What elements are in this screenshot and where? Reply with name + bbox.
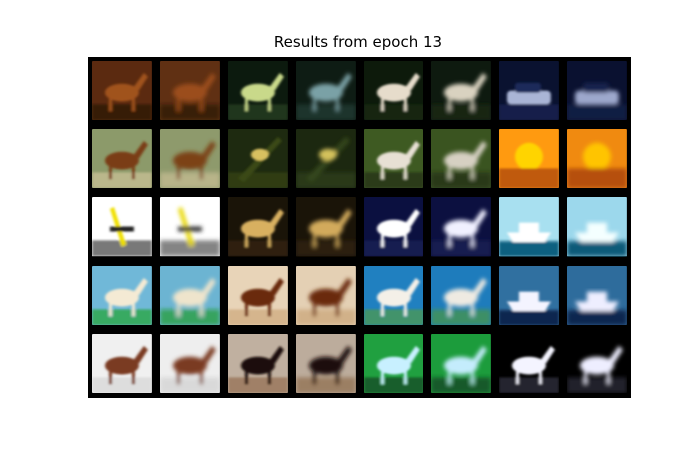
thumbnail-image — [159, 333, 220, 393]
thumbnail-image — [92, 197, 152, 257]
image-tile-r5-c6-reconstruction — [431, 333, 492, 393]
image-tile-r5-c1-original — [92, 333, 152, 393]
image-tile-r4-c3-original — [227, 265, 288, 325]
image-grid — [88, 57, 631, 398]
image-tile-r3-c6-reconstruction — [431, 197, 492, 257]
image-tile-r2-c2-reconstruction — [159, 129, 220, 189]
thumbnail-image — [159, 61, 220, 121]
image-tile-r4-c7-original — [499, 265, 560, 325]
thumbnail-image — [227, 333, 288, 393]
image-tile-r3-c2-reconstruction — [159, 197, 220, 257]
thumbnail-image — [567, 265, 627, 325]
image-tile-r2-c7-original — [499, 129, 560, 189]
thumbnail-image — [431, 333, 492, 393]
image-tile-r2-c6-reconstruction — [431, 129, 492, 189]
thumbnail-image — [363, 129, 424, 189]
image-tile-r4-c1-original — [92, 265, 152, 325]
thumbnail-image — [363, 265, 424, 325]
image-tile-r5-c7-original — [499, 333, 560, 393]
image-tile-r4-c2-reconstruction — [159, 265, 220, 325]
image-tile-r4-c4-reconstruction — [295, 265, 356, 325]
image-tile-r1-c8-reconstruction — [567, 61, 627, 121]
thumbnail-image — [499, 265, 560, 325]
thumbnail-image — [431, 129, 492, 189]
thumbnail-image — [295, 333, 356, 393]
thumbnail-image — [363, 61, 424, 121]
thumbnail-image — [295, 197, 356, 257]
thumbnail-image — [431, 197, 492, 257]
thumbnail-image — [499, 333, 560, 393]
thumbnail-image — [363, 197, 424, 257]
image-tile-r5-c3-original — [227, 333, 288, 393]
thumbnail-image — [567, 61, 627, 121]
thumbnail-image — [295, 129, 356, 189]
thumbnail-image — [567, 129, 627, 189]
thumbnail-image — [227, 197, 288, 257]
image-tile-r2-c1-original — [92, 129, 152, 189]
image-tile-r4-c5-original — [363, 265, 424, 325]
figure-title: Results from epoch 13 — [273, 33, 443, 51]
thumbnail-image — [499, 61, 560, 121]
thumbnail-image — [92, 61, 152, 121]
thumbnail-image — [499, 129, 560, 189]
image-tile-r1-c4-reconstruction — [295, 61, 356, 121]
thumbnail-image — [567, 197, 627, 257]
thumbnail-image — [92, 129, 152, 189]
thumbnail-image — [363, 333, 424, 393]
image-tile-r3-c4-reconstruction — [295, 197, 356, 257]
thumbnail-image — [92, 333, 152, 393]
image-tile-r5-c8-reconstruction — [567, 333, 627, 393]
thumbnail-image — [92, 265, 152, 325]
image-tile-r4-c8-reconstruction — [567, 265, 627, 325]
thumbnail-image — [499, 197, 560, 257]
thumbnail-image — [159, 197, 220, 257]
image-tile-r1-c3-original — [227, 61, 288, 121]
thumbnail-image — [227, 129, 288, 189]
image-tile-r2-c4-reconstruction — [295, 129, 356, 189]
image-tile-r5-c4-reconstruction — [295, 333, 356, 393]
image-tile-r3-c1-original — [92, 197, 152, 257]
thumbnail-image — [295, 265, 356, 325]
image-tile-r1-c1-original — [92, 61, 152, 121]
thumbnail-image — [567, 333, 627, 393]
image-tile-r3-c7-original — [499, 197, 560, 257]
thumbnail-image — [159, 129, 220, 189]
image-tile-r3-c5-original — [363, 197, 424, 257]
image-tile-r3-c8-reconstruction — [567, 197, 627, 257]
image-tile-r5-c5-original — [363, 333, 424, 393]
image-tile-r4-c6-reconstruction — [431, 265, 492, 325]
image-tile-r2-c8-reconstruction — [567, 129, 627, 189]
thumbnail-image — [295, 61, 356, 121]
image-tile-r1-c7-original — [499, 61, 560, 121]
image-tile-r1-c5-original — [363, 61, 424, 121]
thumbnail-image — [431, 265, 492, 325]
thumbnail-image — [227, 61, 288, 121]
image-tile-r3-c3-original — [227, 197, 288, 257]
thumbnail-image — [431, 61, 492, 121]
thumbnail-image — [227, 265, 288, 325]
image-tile-r2-c3-original — [227, 129, 288, 189]
image-tile-r1-c2-reconstruction — [159, 61, 220, 121]
image-tile-r2-c5-original — [363, 129, 424, 189]
thumbnail-image — [159, 265, 220, 325]
image-tile-r5-c2-reconstruction — [159, 333, 220, 393]
image-tile-r1-c6-reconstruction — [431, 61, 492, 121]
